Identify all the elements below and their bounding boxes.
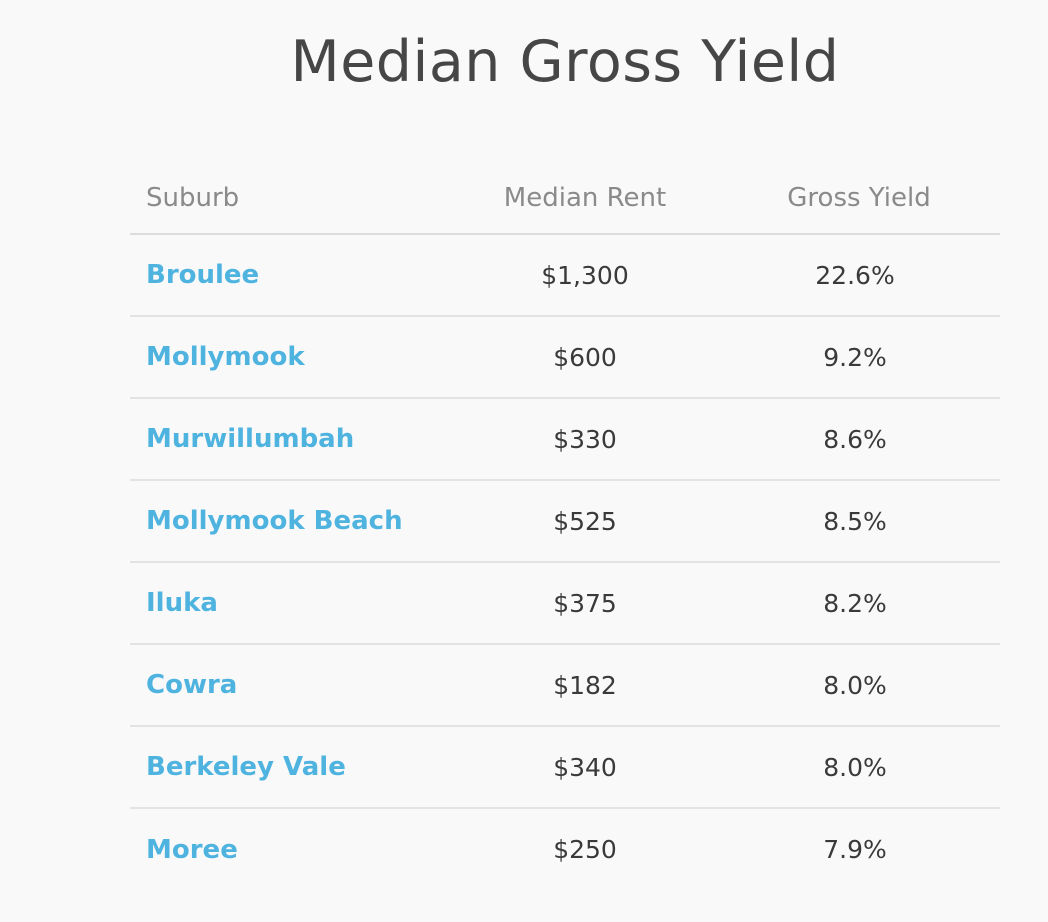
suburb-cell: Berkeley Vale (130, 726, 460, 809)
suburb-link[interactable]: Mollymook Beach (146, 506, 403, 536)
median-rent-cell: $1,300 (460, 234, 710, 317)
table-row: Broulee $1,300 22.6% (130, 234, 1000, 317)
suburb-link[interactable]: Iluka (146, 588, 218, 618)
suburb-cell: Broulee (130, 234, 460, 317)
suburb-link[interactable]: Cowra (146, 670, 238, 700)
column-header-median-rent[interactable]: Median Rent (460, 158, 710, 235)
suburb-link[interactable]: Mollymook (146, 342, 305, 372)
column-header-gross-yield[interactable]: Gross Yield (710, 158, 1000, 235)
yield-table: Suburb Median Rent Gross Yield Broulee $… (130, 158, 1000, 890)
gross-yield-cell: 8.0% (710, 644, 1000, 727)
suburb-cell: Moree (130, 808, 460, 890)
suburb-link[interactable]: Berkeley Vale (146, 752, 346, 782)
table-row: Murwillumbah $330 8.6% (130, 398, 1000, 481)
gross-yield-cell: 8.2% (710, 562, 1000, 645)
column-header-suburb[interactable]: Suburb (130, 158, 460, 235)
suburb-cell: Mollymook (130, 316, 460, 399)
table-header-row: Suburb Median Rent Gross Yield (130, 158, 1000, 235)
median-rent-cell: $525 (460, 480, 710, 563)
table-row: Cowra $182 8.0% (130, 644, 1000, 727)
median-rent-cell: $375 (460, 562, 710, 645)
table-row: Moree $250 7.9% (130, 808, 1000, 890)
gross-yield-cell: 8.0% (710, 726, 1000, 809)
median-rent-cell: $340 (460, 726, 710, 809)
table-row: Iluka $375 8.2% (130, 562, 1000, 645)
suburb-link[interactable]: Broulee (146, 260, 260, 290)
gross-yield-cell: 8.5% (710, 480, 1000, 563)
gross-yield-cell: 9.2% (710, 316, 1000, 399)
page-title: Median Gross Yield (290, 29, 840, 95)
table-row: Berkeley Vale $340 8.0% (130, 726, 1000, 809)
suburb-cell: Cowra (130, 644, 460, 727)
median-rent-cell: $330 (460, 398, 710, 481)
suburb-cell: Mollymook Beach (130, 480, 460, 563)
median-rent-cell: $250 (553, 835, 617, 864)
suburb-link[interactable]: Moree (146, 834, 238, 865)
gross-yield-cell: 7.9% (823, 835, 887, 864)
suburb-cell: Iluka (130, 562, 460, 645)
suburb-link[interactable]: Murwillumbah (146, 424, 355, 454)
gross-yield-cell: 8.6% (710, 398, 1000, 481)
table-row: Mollymook $600 9.2% (130, 316, 1000, 399)
median-rent-cell: $600 (460, 316, 710, 399)
table-row: Mollymook Beach $525 8.5% (130, 480, 1000, 563)
median-rent-cell: $182 (460, 644, 710, 727)
gross-yield-cell: 22.6% (710, 234, 1000, 317)
suburb-cell: Murwillumbah (130, 398, 460, 481)
